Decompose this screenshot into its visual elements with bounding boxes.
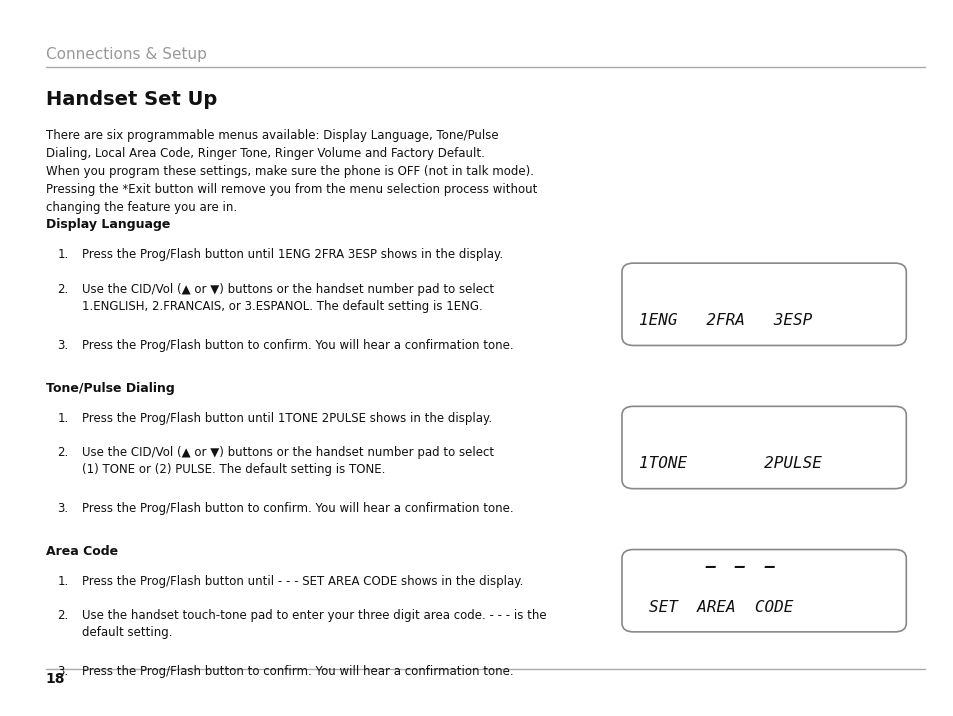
Text: 2.: 2. [57, 609, 69, 622]
Text: 1.: 1. [57, 248, 69, 261]
Text: Tone/Pulse Dialing: Tone/Pulse Dialing [46, 382, 174, 395]
Text: 1.: 1. [57, 575, 69, 588]
Text: Use the CID/Vol (▲ or ▼) buttons or the handset number pad to select
1.ENGLISH, : Use the CID/Vol (▲ or ▼) buttons or the … [82, 283, 494, 313]
Text: 2.: 2. [57, 446, 69, 459]
FancyBboxPatch shape [621, 263, 905, 346]
Text: 1ENG   2FRA   3ESP: 1ENG 2FRA 3ESP [639, 314, 812, 328]
Text: 1.: 1. [57, 412, 69, 425]
Text: Connections & Setup: Connections & Setup [46, 47, 207, 62]
Text: Display Language: Display Language [46, 218, 170, 231]
Text: 3.: 3. [57, 339, 69, 352]
Text: Use the handset touch-tone pad to enter your three digit area code. - - - is the: Use the handset touch-tone pad to enter … [82, 609, 546, 639]
Text: Press the Prog/Flash button to confirm. You will hear a confirmation tone.: Press the Prog/Flash button to confirm. … [82, 665, 513, 678]
Text: There are six programmable menus available: Display Language, Tone/Pulse
Dialing: There are six programmable menus availab… [46, 129, 537, 214]
Text: 3.: 3. [57, 502, 69, 515]
Text: –  –  –: – – – [705, 558, 775, 576]
Text: Press the Prog/Flash button to confirm. You will hear a confirmation tone.: Press the Prog/Flash button to confirm. … [82, 502, 513, 515]
FancyBboxPatch shape [621, 550, 905, 632]
Text: Press the Prog/Flash button until 1TONE 2PULSE shows in the display.: Press the Prog/Flash button until 1TONE … [82, 412, 492, 425]
Text: Press the Prog/Flash button until - - - SET AREA CODE shows in the display.: Press the Prog/Flash button until - - - … [82, 575, 523, 588]
Text: 3.: 3. [57, 665, 69, 678]
Text: Press the Prog/Flash button until 1ENG 2FRA 3ESP shows in the display.: Press the Prog/Flash button until 1ENG 2… [82, 248, 502, 261]
Text: 18: 18 [46, 672, 65, 686]
Text: Handset Set Up: Handset Set Up [46, 90, 217, 109]
FancyBboxPatch shape [621, 407, 905, 489]
Text: 1TONE        2PULSE: 1TONE 2PULSE [639, 457, 821, 472]
Text: Press the Prog/Flash button to confirm. You will hear a confirmation tone.: Press the Prog/Flash button to confirm. … [82, 339, 513, 352]
Text: Use the CID/Vol (▲ or ▼) buttons or the handset number pad to select
(1) TONE or: Use the CID/Vol (▲ or ▼) buttons or the … [82, 446, 494, 476]
Text: Area Code: Area Code [46, 545, 118, 558]
Text: 2.: 2. [57, 283, 69, 296]
Text: SET  AREA  CODE: SET AREA CODE [648, 600, 792, 614]
